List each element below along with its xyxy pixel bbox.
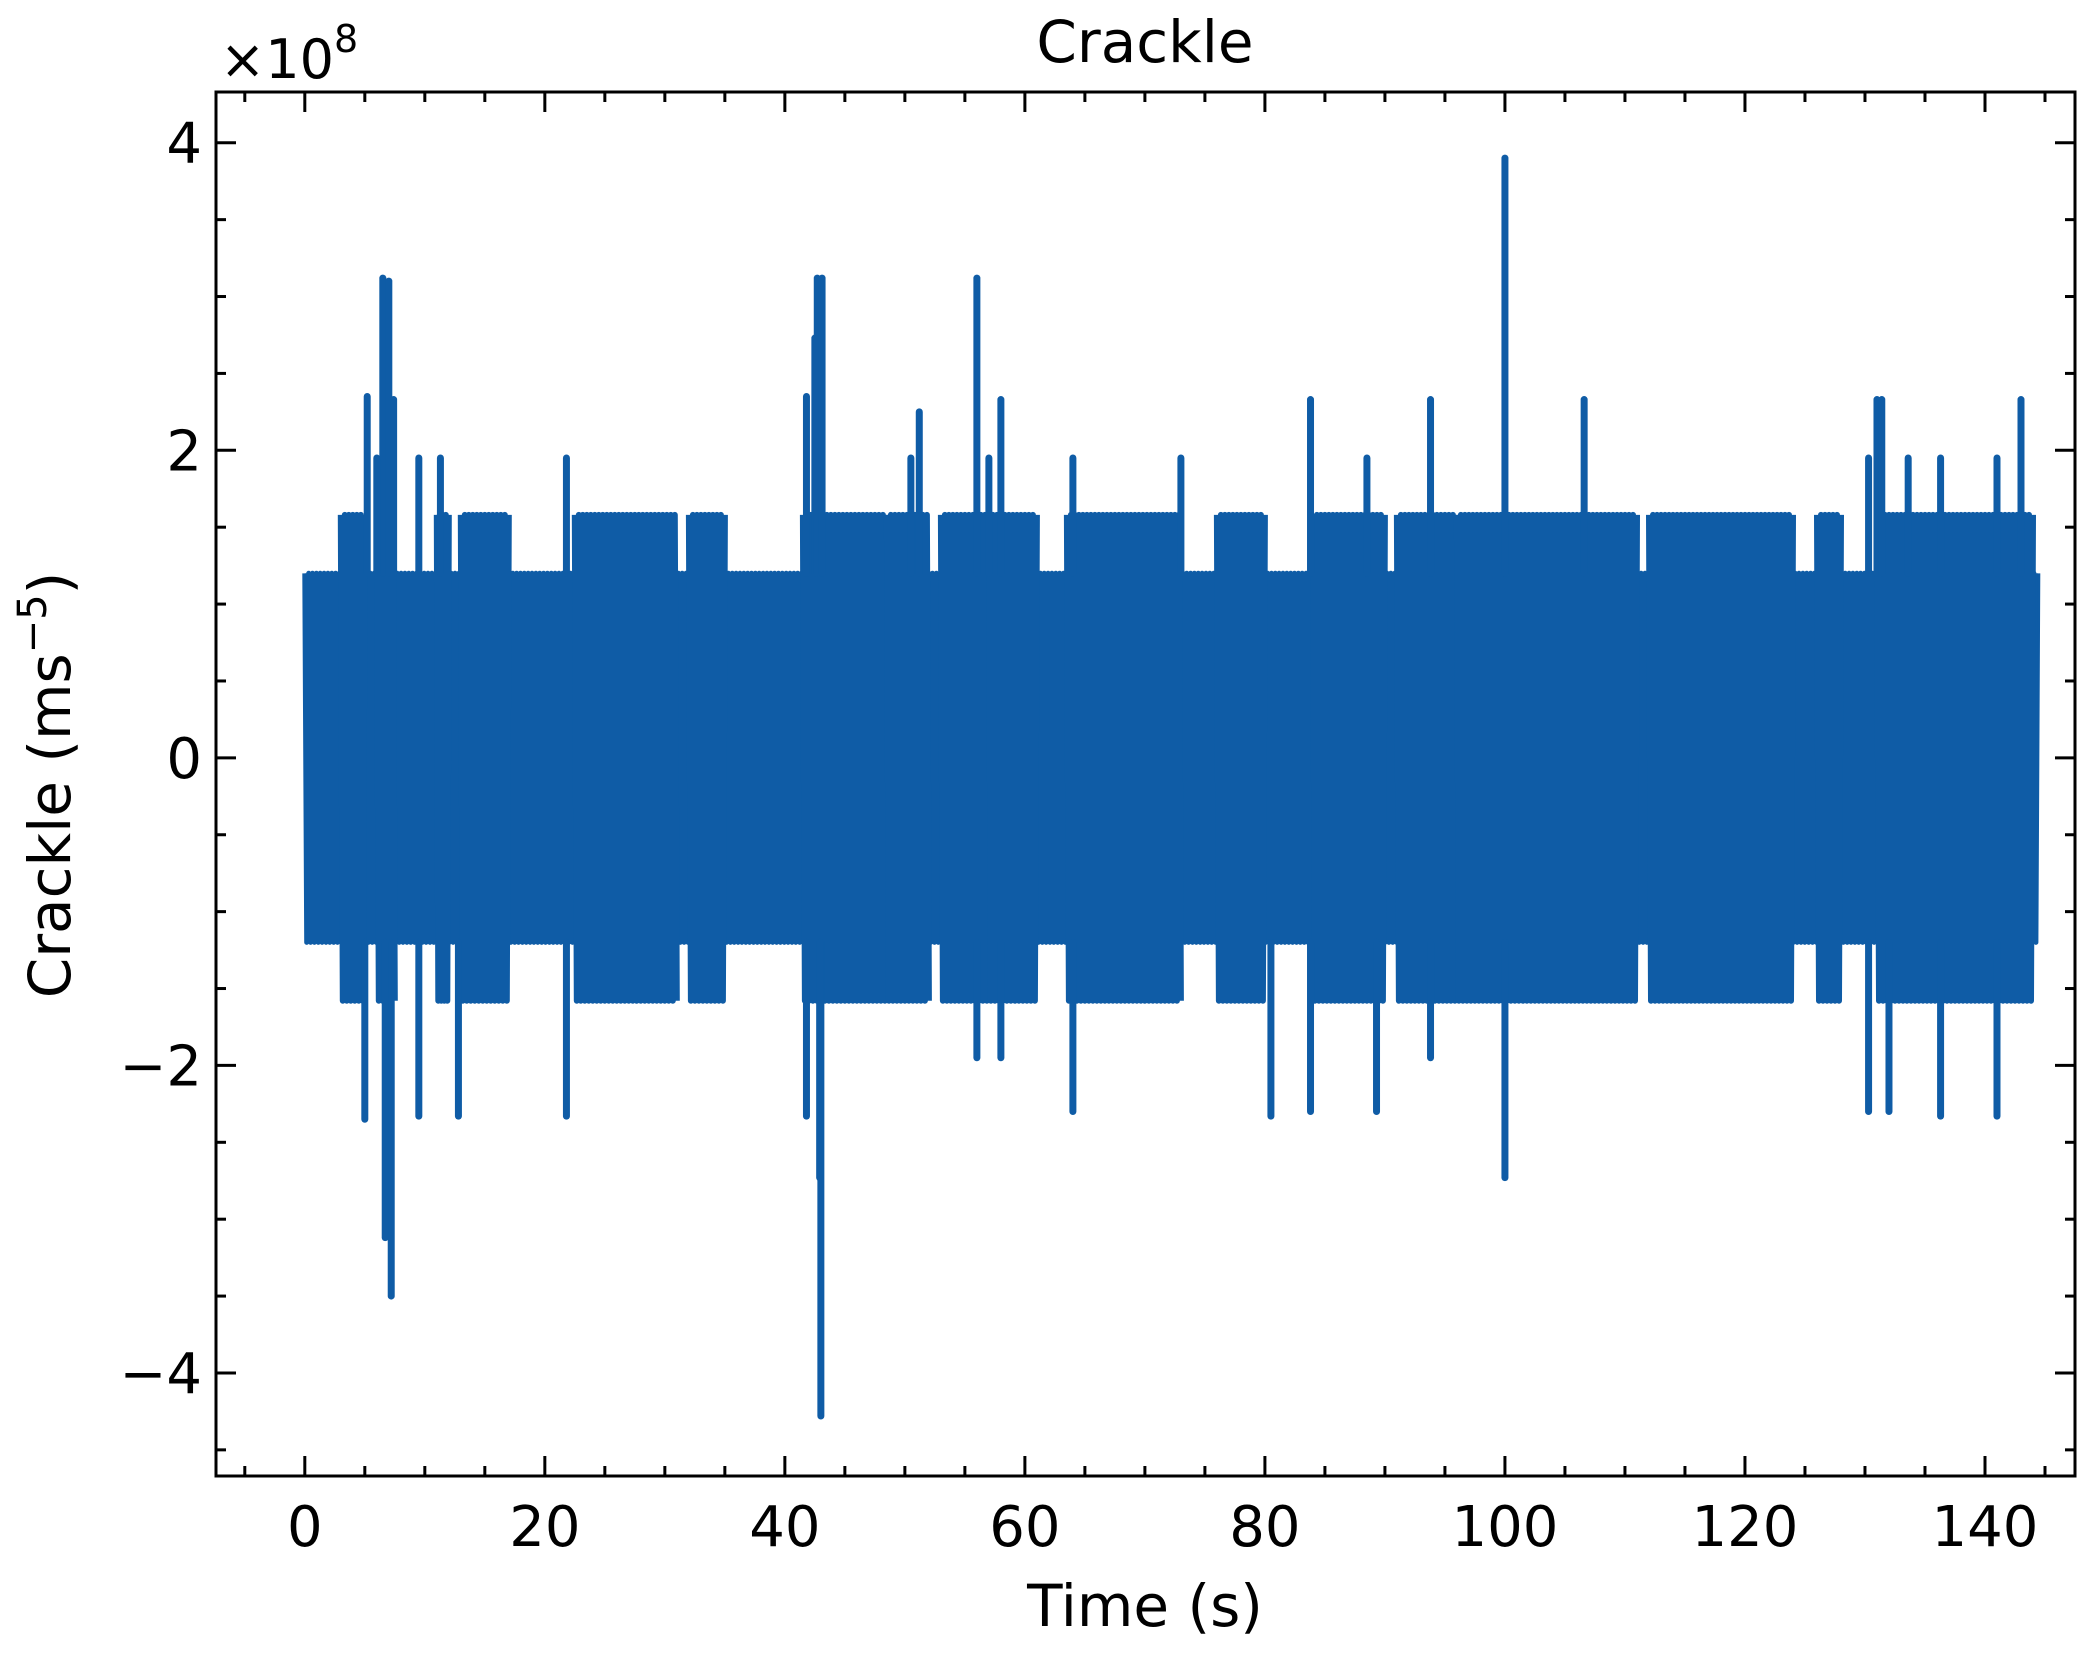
y-tick-label: −4 (119, 1342, 202, 1407)
series-line-burst (985, 511, 1040, 1004)
offset-exponent: 8 (334, 17, 358, 61)
offset-base: ×10 (220, 28, 334, 91)
x-tick-label: 0 (287, 1495, 323, 1560)
series-line-burst (799, 511, 890, 1004)
series-line-burst (457, 511, 512, 1004)
series-line-burst (1309, 511, 1388, 1004)
x-tick-label: 80 (1229, 1495, 1300, 1560)
series-line-burst (571, 511, 680, 1004)
offset-label: ×108 (220, 17, 358, 91)
y-tick-label: −2 (119, 1034, 202, 1099)
y-axis-label: Crackle (ms−5) (10, 572, 84, 999)
plot-frame (214, 90, 2077, 1478)
series-line-burst (1874, 511, 2036, 1004)
series-line-burst (1814, 511, 1844, 1004)
series-line-burst (883, 511, 932, 1004)
series-line-burst (937, 511, 992, 1004)
series-line-burst (1453, 511, 1640, 1004)
series-line-burst (337, 511, 368, 1004)
series-line-burst (685, 511, 728, 1004)
y-axis-label-close: ) (16, 572, 84, 595)
series-line-burst (433, 511, 452, 1004)
y-tick-label: 4 (166, 112, 202, 177)
x-tick-label: 140 (1932, 1495, 2039, 1560)
series-line-burst (1646, 511, 1796, 1004)
series-line-burst (1213, 511, 1268, 1004)
y-tick-label: 0 (166, 727, 202, 792)
y-axis-label-exponent: −5 (10, 594, 56, 653)
x-axis-label: Time (s) (1026, 1572, 1263, 1640)
x-tick-label: 40 (749, 1495, 820, 1560)
x-tick-label: 20 (509, 1495, 580, 1560)
plot-area (302, 154, 2041, 1420)
y-axis-label-main: Crackle (ms (16, 653, 84, 998)
x-tick-label: 100 (1451, 1495, 1558, 1560)
series-line-burst (1063, 511, 1184, 1004)
y-tick-label: 2 (166, 419, 202, 484)
x-tick-label: 60 (989, 1495, 1060, 1560)
chart-title: Crackle (1036, 8, 1253, 76)
series-line-burst (373, 511, 398, 1004)
axis-ticks: 0 20 40 60 80 100 120 140 −4 −2 0 2 4 (119, 92, 2075, 1560)
series-line-burst (1393, 511, 1460, 1004)
x-tick-label: 120 (1692, 1495, 1799, 1560)
